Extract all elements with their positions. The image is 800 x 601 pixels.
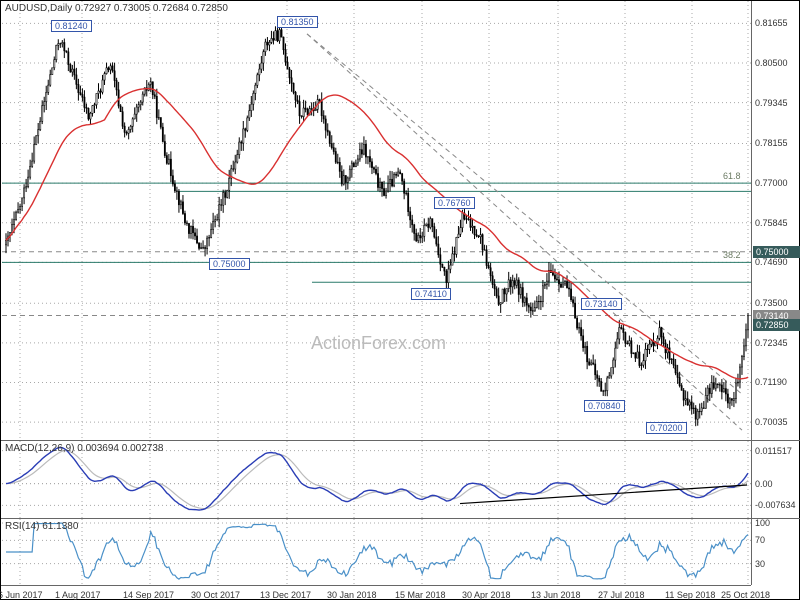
fib-level-label: 38.2 [723, 250, 741, 260]
price-current-box: 0.75000 [753, 246, 800, 258]
rsi-y-tick: 100 [755, 518, 770, 528]
fib-level-label: 61.8 [723, 171, 741, 181]
price-annotation: 0.76760 [434, 197, 475, 209]
price-y-tick: 0.75845 [755, 218, 788, 228]
price-annotation: 0.81350 [277, 16, 318, 28]
x-axis-tick: 30 Jan 2018 [327, 590, 377, 600]
x-axis-tick: 13 Dec 2017 [260, 590, 311, 600]
price-current-box: 0.72850 [753, 319, 800, 331]
price-y-tick: 0.80500 [755, 58, 788, 68]
price-chart-area [2, 1, 751, 440]
x-axis-tick: 27 Jul 2018 [598, 590, 645, 600]
macd-y-tick: 0.011517 [755, 446, 792, 456]
rsi-y-axis: 100 70 30 [751, 519, 800, 585]
price-y-tick: 0.71190 [755, 377, 787, 387]
price-y-tick: 0.70035 [755, 417, 788, 427]
rsi-panel[interactable]: RSI(14) 61.1380 100 70 30 [1, 519, 800, 585]
x-axis-tick: 16 Jun 2017 [0, 590, 43, 600]
price-y-tick: 0.78155 [755, 138, 788, 148]
x-axis-tick: 14 Sep 2017 [123, 590, 174, 600]
macd-y-axis: 0.011517 0.00 -0.007634 [751, 441, 800, 518]
price-annotation: 0.73140 [581, 298, 622, 310]
x-axis: 16 Jun 2017 1 Aug 2017 14 Sep 2017 30 Oct 2… [1, 585, 751, 601]
price-y-axis: 0.81655 0.80500 0.79345 0.78155 0.77000 0.758… [751, 1, 800, 440]
x-axis-tick: 15 Mar 2018 [395, 590, 446, 600]
price-annotation: 0.81240 [51, 20, 92, 32]
rsi-svg [2, 519, 752, 585]
x-axis-tick: 11 Sep 2018 [665, 590, 715, 600]
price-svg [2, 1, 752, 441]
x-axis-tick: 30 Apr 2018 [462, 590, 511, 600]
price-annotation: 0.74110 [411, 288, 451, 300]
macd-y-tick: -0.007634 [755, 500, 796, 510]
x-axis-tick: 13 Jun 2018 [531, 590, 581, 600]
rsi-title: RSI(14) 61.1380 [5, 521, 78, 532]
price-y-tick: 0.79345 [755, 98, 788, 108]
macd-panel[interactable]: MACD(12,26,9) 0.003694 0.002738 0.011517… [1, 441, 800, 519]
price-annotation: 0.75000 [209, 258, 250, 270]
price-y-tick: 0.77000 [755, 178, 788, 188]
price-y-tick: 0.73500 [755, 298, 788, 308]
macd-title: MACD(12,26,9) 0.003694 0.002738 [5, 443, 163, 454]
x-axis-tick: 30 Oct 2017 [191, 590, 240, 600]
chart-container: AUDUSD,Daily 0.72927 0.73005 0.72684 0.7… [0, 0, 800, 600]
rsi-y-tick: 70 [755, 535, 765, 545]
price-panel[interactable]: AUDUSD,Daily 0.72927 0.73005 0.72684 0.7… [1, 1, 800, 441]
symbol-title: AUDUSD,Daily 0.72927 0.73005 0.72684 0.7… [5, 3, 228, 14]
x-axis-tick: 25 Oct 2018 [721, 590, 770, 600]
price-annotation: 0.70840 [584, 400, 625, 412]
price-y-tick: 0.74690 [755, 257, 788, 267]
price-y-tick: 0.72345 [755, 338, 788, 348]
rsi-y-tick: 30 [755, 559, 765, 569]
macd-y-tick: 0.00 [755, 479, 773, 489]
rsi-chart-area [2, 519, 751, 585]
price-annotation: 0.70200 [646, 422, 687, 434]
price-y-tick: 0.81655 [755, 18, 788, 28]
x-axis-tick: 1 Aug 2017 [55, 590, 101, 600]
